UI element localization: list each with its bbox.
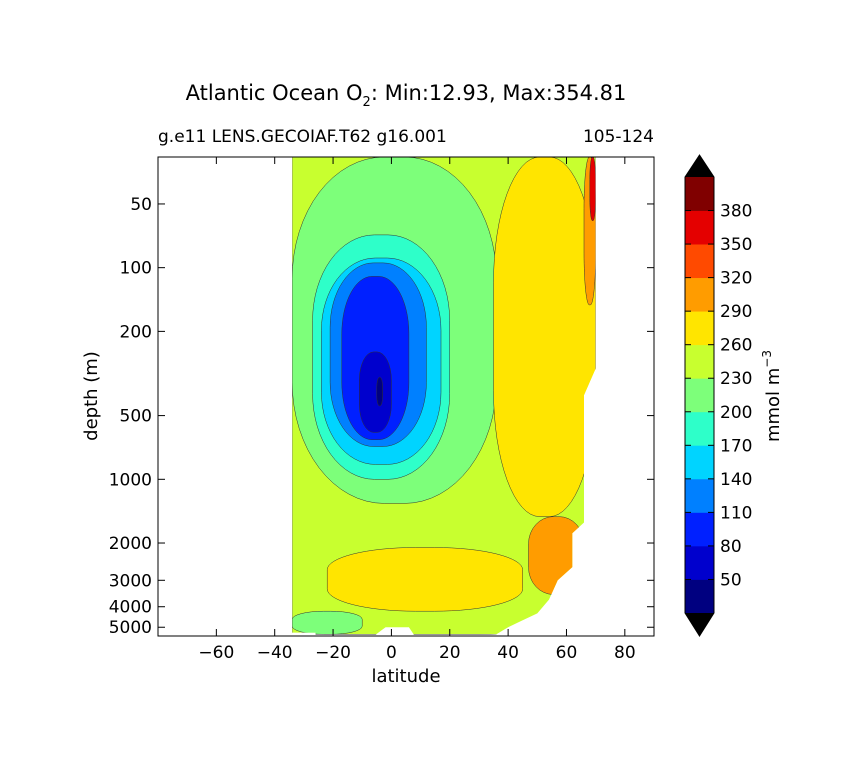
x-tick-label-0: 0 xyxy=(386,643,397,663)
contour-region-260-12 xyxy=(326,547,523,612)
colorbar-label: mmol m−3 xyxy=(760,350,784,442)
plot-frame xyxy=(157,156,655,637)
contour-region-260-8 xyxy=(493,157,596,517)
colorbar-tick-label-170: 170 xyxy=(720,436,752,456)
chart-title: Atlantic Ocean O2: Min:12.93, Max:354.81 xyxy=(186,81,627,110)
x-tick-label-80: 80 xyxy=(614,643,636,663)
colorbar-tick-label-80: 80 xyxy=(720,537,742,557)
colorbar-segment-200 xyxy=(685,378,714,413)
y-tick-label-5000: 5000 xyxy=(109,618,152,638)
x-tick-label-60: 60 xyxy=(556,643,578,663)
colorbar-tick-label-260: 260 xyxy=(720,336,752,356)
colorbar-segment-350 xyxy=(685,210,714,245)
colorbar-tick-label-140: 140 xyxy=(720,470,752,490)
colorbar-segment-80 xyxy=(685,512,714,547)
y-tick-label-500: 500 xyxy=(120,407,152,427)
x-tick-label--20: −20 xyxy=(315,643,351,663)
contour-region-290-9 xyxy=(528,516,585,595)
x-tick-label-20: 20 xyxy=(439,643,461,663)
colorbar-segment-320 xyxy=(685,244,714,279)
y-tick-label-100: 100 xyxy=(120,259,152,279)
colorbar-segment-260 xyxy=(685,311,714,346)
colorbar-extend-top xyxy=(685,155,714,177)
colorbar-segment-20 xyxy=(685,579,714,614)
y-axis-label: depth (m) xyxy=(81,351,102,441)
contour-region-350-11 xyxy=(589,157,596,221)
chart-subtitle-right: 105-124 xyxy=(583,127,654,147)
contour-region-50-6 xyxy=(359,351,392,433)
colorbar-tick-label-50: 50 xyxy=(720,570,742,590)
colorbar-tick-label-380: 380 xyxy=(720,202,752,222)
x-tick-label-40: 40 xyxy=(497,643,519,663)
colorbar-tick-label-320: 320 xyxy=(720,269,752,289)
colorbar-tick-label-350: 350 xyxy=(720,235,752,255)
x-axis-label: latitude xyxy=(371,666,440,687)
colorbar-segment-380 xyxy=(685,177,714,211)
colorbar-segment-110 xyxy=(685,478,714,513)
y-tick-label-2000: 2000 xyxy=(109,534,152,554)
y-tick-label-3000: 3000 xyxy=(109,571,152,591)
chart-subtitle-left: g.e11 LENS.GECOIAF.T62 g16.001 xyxy=(158,127,447,147)
colorbar-segment-50 xyxy=(685,545,714,580)
colorbar-extend-bottom xyxy=(685,613,714,636)
contour-region-200-13 xyxy=(292,610,363,635)
y-tick-label-1000: 1000 xyxy=(109,470,152,490)
colorbar-label-exponent: −3 xyxy=(760,350,774,368)
y-tick-label-50: 50 xyxy=(130,195,152,215)
contour-region-20-7 xyxy=(376,377,383,407)
x-tick-label--40: −40 xyxy=(257,643,293,663)
x-tick-label--60: −60 xyxy=(198,643,234,663)
colorbar-segment-170 xyxy=(685,411,714,446)
y-tick-label-200: 200 xyxy=(120,322,152,342)
colorbar-tick-label-230: 230 xyxy=(720,369,752,389)
chart-title-prefix: Atlantic Ocean O xyxy=(186,81,363,105)
colorbar-tick-label-200: 200 xyxy=(720,403,752,423)
chart-title-subscript: 2 xyxy=(363,95,371,110)
colorbar-segment-230 xyxy=(685,344,714,379)
chart-title-suffix: : Min:12.93, Max:354.81 xyxy=(371,81,627,105)
colorbar-tick-label-290: 290 xyxy=(720,302,752,322)
colorbar-segment-140 xyxy=(685,445,714,480)
contour-field xyxy=(292,157,596,635)
colorbar-outline xyxy=(684,154,715,637)
y-tick-label-4000: 4000 xyxy=(109,598,152,618)
x-axis: −60 −40 −20 0 20 40 60 80 xyxy=(198,157,636,663)
colorbar-segment-290 xyxy=(685,277,714,312)
colorbar: 50 80 110 140 170 200 230 260 290 320 350 380 xyxy=(684,154,752,637)
colorbar-tick-label-110: 110 xyxy=(720,503,752,523)
colorbar-label-base: mmol m xyxy=(763,368,784,442)
